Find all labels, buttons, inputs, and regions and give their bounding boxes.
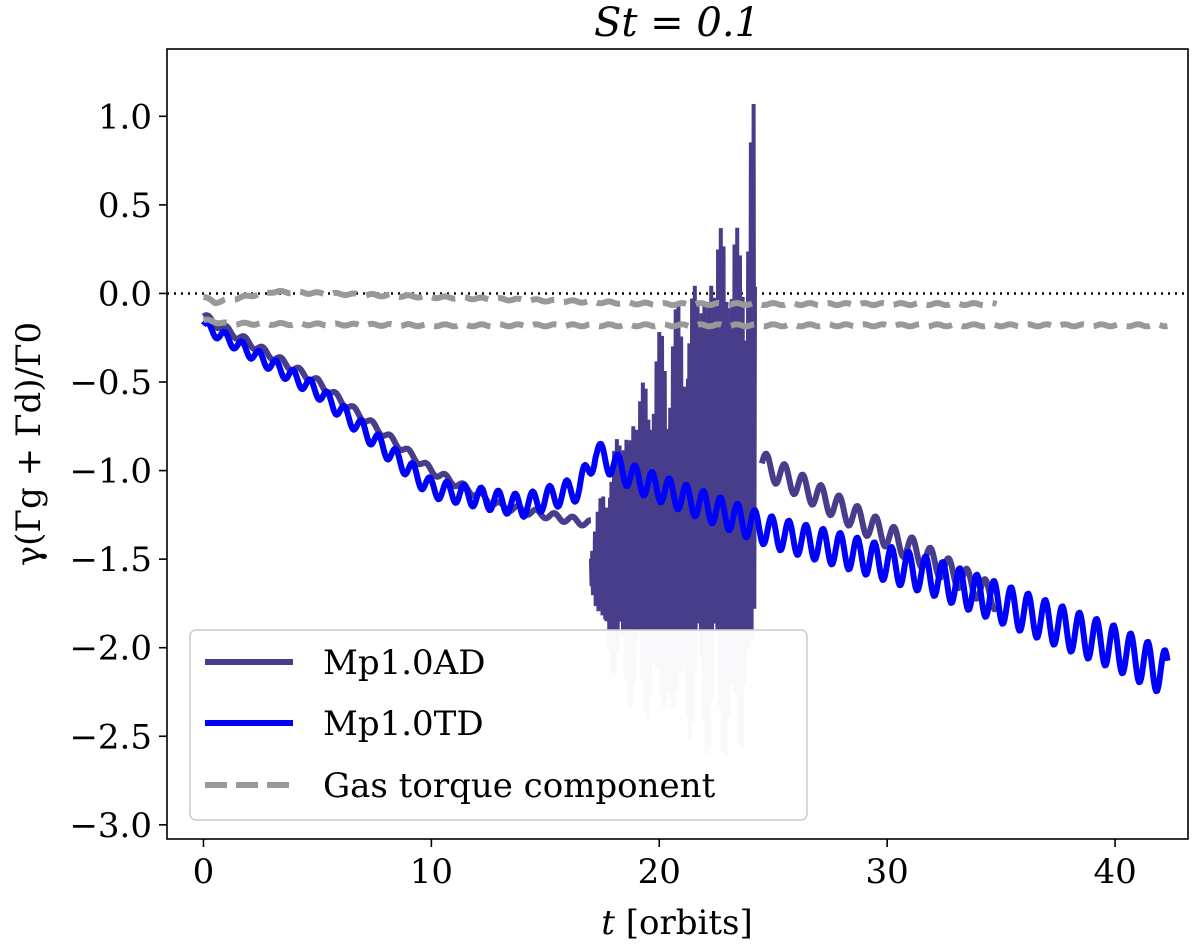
y-tick-label: 0.0 xyxy=(98,274,152,314)
x-tick-label: 30 xyxy=(866,852,909,892)
legend-label-td: Mp1.0TD xyxy=(323,704,484,744)
legend-label-ad: Mp1.0AD xyxy=(323,643,485,683)
y-tick-label: −1.5 xyxy=(69,540,152,580)
x-tick-label: 40 xyxy=(1093,852,1136,892)
x-axis-label: t [orbits] xyxy=(601,903,752,943)
series-gas-torque-1 xyxy=(202,316,1168,330)
legend: Mp1.0AD Mp1.0TD Gas torque component xyxy=(189,629,808,821)
y-axis-label: γ(Γg + Γd)/Γ0 xyxy=(9,322,49,566)
x-tick-label: 20 xyxy=(638,852,681,892)
y-tick-label: −1.0 xyxy=(69,452,152,492)
x-axis-label-unit: [orbits] xyxy=(615,903,753,943)
series-mp1-0ad-burst xyxy=(588,103,757,630)
plot-frame xyxy=(166,48,1189,840)
y-tick-label: −0.5 xyxy=(69,363,152,403)
x-tick-label: 10 xyxy=(410,852,453,892)
y-tick-label: −2.5 xyxy=(69,717,152,757)
ticks-layer: 0 10 20 30 40 1.0 0.5 0.0 −0.5 −1.0 −1.5 −2.0 −2.5 −3… xyxy=(69,97,1136,892)
chart-title: St = 0.1 xyxy=(594,0,760,46)
series-layer xyxy=(167,103,1188,755)
y-tick-label: 1.0 xyxy=(98,97,152,137)
x-tick-label: 0 xyxy=(193,852,215,892)
series-mp1-0td xyxy=(201,319,1171,695)
legend-box xyxy=(189,629,808,821)
x-axis-label-var: t xyxy=(601,903,615,943)
legend-label-gas: Gas torque component xyxy=(323,766,716,806)
y-tick-label: −3.0 xyxy=(69,806,152,846)
y-tick-label: 0.5 xyxy=(98,186,152,226)
series-gas-torque-0 xyxy=(203,287,998,309)
y-tick-label: −2.0 xyxy=(69,629,152,669)
